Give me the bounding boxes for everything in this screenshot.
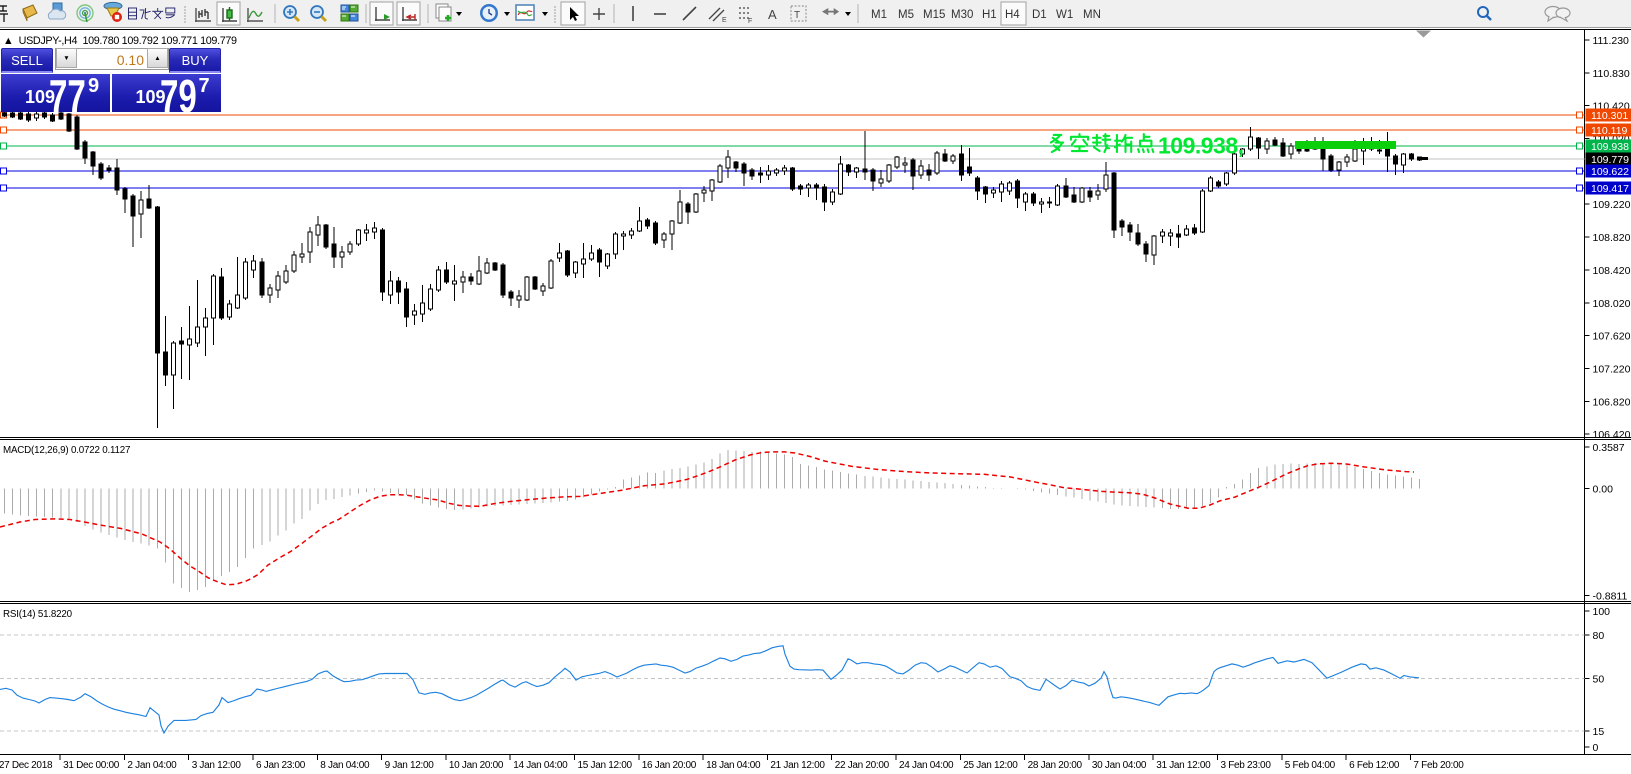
svg-text:100: 100 (1593, 606, 1611, 618)
svg-text:15: 15 (1593, 726, 1605, 738)
svg-text:80: 80 (1593, 630, 1605, 642)
svg-text:27 Dec 2018: 27 Dec 2018 (0, 760, 53, 771)
svg-text:MACD(12,26,9) 0.0722 0.1127: MACD(12,26,9) 0.0722 0.1127 (3, 445, 130, 456)
svg-text:109.220: 109.220 (1593, 199, 1631, 211)
svg-text:109.938: 109.938 (1591, 141, 1629, 153)
svg-text:107.620: 107.620 (1593, 331, 1631, 343)
svg-text:H1: H1 (982, 9, 997, 21)
svg-text:M15: M15 (923, 9, 945, 21)
svg-text:31 Jan 12:00: 31 Jan 12:00 (1156, 760, 1211, 771)
svg-text:0.3587: 0.3587 (1593, 442, 1625, 454)
svg-text:109.417: 109.417 (1591, 183, 1629, 195)
svg-text:111.230: 111.230 (1593, 35, 1630, 47)
svg-text:25 Jan 12:00: 25 Jan 12:00 (963, 760, 1018, 771)
svg-text:8 Jan 04:00: 8 Jan 04:00 (320, 760, 370, 771)
svg-text:M5: M5 (898, 9, 914, 21)
svg-text:6 Feb 12:00: 6 Feb 12:00 (1349, 760, 1400, 771)
svg-text:15 Jan 12:00: 15 Jan 12:00 (578, 760, 633, 771)
svg-text:2 Jan 04:00: 2 Jan 04:00 (127, 760, 177, 771)
svg-text:A: A (768, 7, 777, 22)
svg-text:MN: MN (1083, 9, 1101, 21)
svg-text:108.020: 108.020 (1593, 298, 1631, 310)
svg-text:7 Feb 20:00: 7 Feb 20:00 (1413, 760, 1464, 771)
svg-text:W1: W1 (1056, 9, 1073, 21)
svg-text:30 Jan 04:00: 30 Jan 04:00 (1092, 760, 1147, 771)
svg-text:110.830: 110.830 (1593, 68, 1630, 80)
svg-text:10 Jan 20:00: 10 Jan 20:00 (449, 760, 504, 771)
svg-text:18 Jan 04:00: 18 Jan 04:00 (706, 760, 761, 771)
svg-text:F: F (748, 18, 752, 25)
svg-text:14 Jan 04:00: 14 Jan 04:00 (513, 760, 568, 771)
svg-text:H4: H4 (1005, 9, 1020, 21)
svg-text:M1: M1 (871, 9, 887, 21)
svg-text:109.779: 109.779 (1591, 154, 1629, 166)
svg-text:6 Jan 23:00: 6 Jan 23:00 (256, 760, 306, 771)
svg-text:108.820: 108.820 (1593, 232, 1631, 244)
svg-text:0.00: 0.00 (1593, 483, 1614, 495)
svg-text:109.622: 109.622 (1591, 166, 1629, 178)
svg-text:3 Jan 12:00: 3 Jan 12:00 (192, 760, 242, 771)
svg-text:9 Jan 12:00: 9 Jan 12:00 (385, 760, 435, 771)
svg-text:108.420: 108.420 (1593, 265, 1631, 277)
svg-text:22 Jan 20:00: 22 Jan 20:00 (835, 760, 890, 771)
svg-text:5 Feb 04:00: 5 Feb 04:00 (1285, 760, 1336, 771)
svg-text:M30: M30 (951, 9, 973, 21)
svg-text:RSI(14) 51.8220: RSI(14) 51.8220 (3, 609, 73, 620)
svg-text:16 Jan 20:00: 16 Jan 20:00 (642, 760, 697, 771)
svg-text:109.938,: 109.938, (1158, 133, 1244, 159)
svg-text:3 Feb 23:00: 3 Feb 23:00 (1221, 760, 1272, 771)
svg-text:E: E (722, 17, 727, 24)
svg-text:24 Jan 04:00: 24 Jan 04:00 (899, 760, 954, 771)
svg-text:107.220: 107.220 (1593, 364, 1631, 376)
svg-text:28 Jan 20:00: 28 Jan 20:00 (1028, 760, 1083, 771)
svg-text:106.420: 106.420 (1593, 429, 1631, 441)
svg-text:-0.8811: -0.8811 (1593, 591, 1628, 603)
svg-text:21 Jan 12:00: 21 Jan 12:00 (770, 760, 825, 771)
svg-text:31 Dec 00:00: 31 Dec 00:00 (63, 760, 120, 771)
svg-text:T: T (794, 10, 800, 21)
svg-text:0: 0 (1593, 742, 1599, 754)
svg-text:D1: D1 (1032, 9, 1047, 21)
svg-text:110.119: 110.119 (1591, 125, 1628, 137)
svg-text:106.820: 106.820 (1593, 396, 1631, 408)
svg-text:110.301: 110.301 (1591, 110, 1628, 122)
svg-text:50: 50 (1593, 674, 1605, 686)
